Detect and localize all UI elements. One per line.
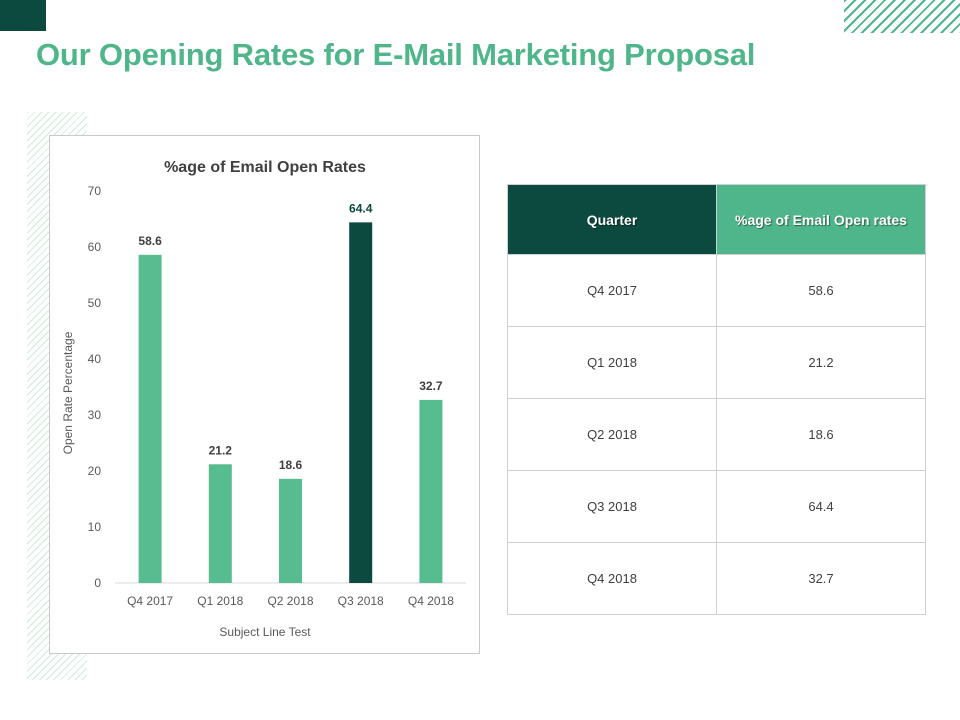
x-tick-label: Q4 2018 xyxy=(408,594,454,608)
y-tick-label: 70 xyxy=(88,184,102,198)
cell-rate: 18.6 xyxy=(716,398,926,471)
table-row: Q1 2018 21.2 xyxy=(507,326,926,399)
x-axis-ticks: Q4 2017 Q1 2018 Q2 2018 Q3 2018 Q4 2018 xyxy=(127,594,454,608)
x-tick-label: Q3 2018 xyxy=(338,594,384,608)
bar-chart: %age of Email Open Rates 0 10 20 30 40 50 60 70… xyxy=(61,159,466,639)
y-axis-label: Open Rate Percentage xyxy=(61,331,75,454)
table-row: Q2 2018 18.6 xyxy=(507,398,926,471)
y-tick-label: 60 xyxy=(88,240,102,254)
corner-stripes-decoration xyxy=(844,0,960,33)
bar-q3-2018 xyxy=(349,222,373,584)
data-label: 32.7 xyxy=(419,379,443,393)
data-label: 18.6 xyxy=(279,458,303,472)
y-axis-ticks: 0 10 20 30 40 50 60 70 xyxy=(88,184,102,590)
chart-title: %age of Email Open Rates xyxy=(164,159,366,176)
y-tick-label: 30 xyxy=(88,408,102,422)
cell-quarter: Q3 2018 xyxy=(507,470,717,543)
cell-rate: 21.2 xyxy=(716,326,926,399)
y-tick-label: 10 xyxy=(88,520,102,534)
open-rates-table: Quarter %age of Email Open rates Q4 2017… xyxy=(507,184,926,615)
bar-q4-2017 xyxy=(138,254,162,583)
cell-quarter: Q4 2017 xyxy=(507,254,717,327)
bar-q2-2018 xyxy=(279,478,302,583)
corner-accent-block xyxy=(0,0,46,31)
table-header-row: Quarter %age of Email Open rates xyxy=(507,184,926,255)
bars-group xyxy=(138,222,443,584)
cell-rate: 58.6 xyxy=(716,254,926,327)
data-labels-group: 58.6 21.2 18.6 64.4 32.7 xyxy=(138,201,442,471)
data-label: 58.6 xyxy=(138,234,162,248)
cell-rate: 32.7 xyxy=(716,542,926,615)
y-tick-label: 50 xyxy=(88,296,102,310)
cell-quarter: Q4 2018 xyxy=(507,542,717,615)
bar-q4-2018 xyxy=(419,399,443,583)
cell-rate: 64.4 xyxy=(716,470,926,543)
x-tick-label: Q2 2018 xyxy=(267,594,313,608)
table-row: Q3 2018 64.4 xyxy=(507,470,926,543)
header-quarter: Quarter xyxy=(507,184,717,255)
x-axis-label: Subject Line Test xyxy=(219,625,311,639)
cell-quarter: Q2 2018 xyxy=(507,398,717,471)
page-title: Our Opening Rates for E-Mail Marketing P… xyxy=(36,37,756,72)
bar-q1-2018 xyxy=(208,464,232,583)
x-tick-label: Q4 2017 xyxy=(127,594,173,608)
table-row: Q4 2018 32.7 xyxy=(507,542,926,615)
header-open-rate: %age of Email Open rates xyxy=(716,184,926,255)
x-tick-label: Q1 2018 xyxy=(197,594,243,608)
table-row: Q4 2017 58.6 xyxy=(507,254,926,327)
data-label: 64.4 xyxy=(349,201,373,215)
y-tick-label: 20 xyxy=(88,464,102,478)
cell-quarter: Q1 2018 xyxy=(507,326,717,399)
data-label: 21.2 xyxy=(209,443,233,457)
bar-chart-panel: %age of Email Open Rates 0 10 20 30 40 50 60 70… xyxy=(49,135,480,654)
y-tick-label: 40 xyxy=(88,352,102,366)
y-tick-label: 0 xyxy=(94,576,101,590)
